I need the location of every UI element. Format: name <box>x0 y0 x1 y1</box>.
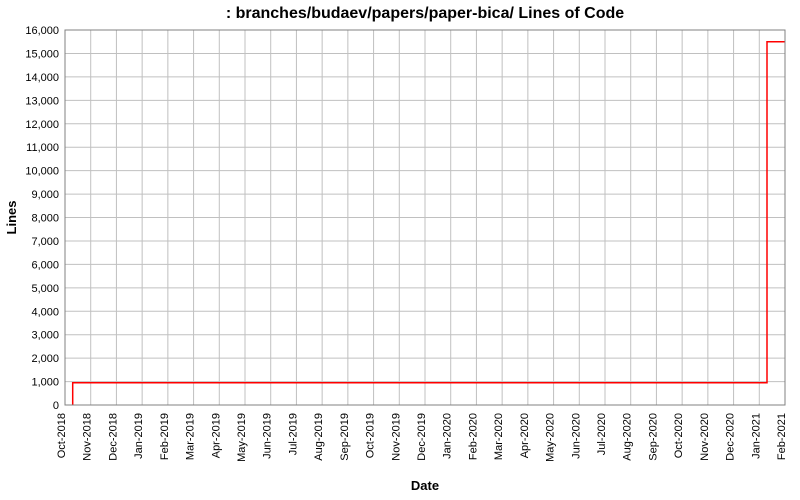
x-tick-label: Jul-2019 <box>287 413 299 455</box>
y-tick-label: 0 <box>53 400 59 412</box>
x-tick-label: Dec-2020 <box>725 413 737 461</box>
x-tick-label: May-2019 <box>236 413 248 462</box>
x-tick-label: Feb-2020 <box>467 413 479 460</box>
x-tick-label: Dec-2018 <box>107 413 119 461</box>
x-tick-label: Jul-2020 <box>596 413 608 455</box>
x-tick-label: Jun-2020 <box>570 413 582 459</box>
y-tick-label: 11,000 <box>26 142 59 154</box>
x-tick-label: Apr-2019 <box>210 413 222 458</box>
y-tick-label: 3,000 <box>31 330 59 342</box>
x-tick-label: Aug-2019 <box>313 413 325 461</box>
x-tick-label: Feb-2021 <box>776 413 788 460</box>
y-tick-label: 1,000 <box>31 377 59 389</box>
y-tick-label: 2,000 <box>31 353 59 365</box>
x-tick-label: Oct-2019 <box>365 413 377 458</box>
y-tick-label: 15,000 <box>25 48 59 60</box>
y-tick-label: 9,000 <box>31 189 59 201</box>
x-tick-label: Mar-2020 <box>493 413 505 460</box>
x-tick-label: Oct-2020 <box>673 413 685 458</box>
chart-title: : branches/budaev/papers/paper-bica/ Lin… <box>226 5 624 22</box>
x-tick-label: Aug-2020 <box>622 413 634 461</box>
x-tick-label: Nov-2020 <box>699 413 711 461</box>
x-tick-label: Apr-2020 <box>519 413 531 458</box>
y-tick-label: 12,000 <box>25 119 59 131</box>
x-tick-label: Feb-2019 <box>159 413 171 460</box>
y-tick-label: 14,000 <box>25 72 59 84</box>
x-tick-label: Dec-2019 <box>416 413 428 461</box>
x-tick-label: Mar-2019 <box>185 413 197 460</box>
y-tick-label: 6,000 <box>31 259 59 271</box>
y-tick-label: 5,000 <box>31 283 59 295</box>
y-tick-label: 16,000 <box>25 25 59 37</box>
x-tick-label: Sep-2019 <box>339 413 351 461</box>
chart-container: : branches/budaev/papers/paper-bica/ Lin… <box>0 0 800 500</box>
x-tick-label: Nov-2018 <box>82 413 94 461</box>
x-tick-label: Jan-2020 <box>442 413 454 459</box>
y-axis-label: Lines <box>4 201 19 235</box>
x-tick-label: Jan-2019 <box>133 413 145 459</box>
x-tick-label: May-2020 <box>545 413 557 462</box>
y-tick-label: 4,000 <box>31 306 59 318</box>
x-tick-label: Oct-2018 <box>56 413 68 458</box>
x-tick-label: Jan-2021 <box>750 413 762 459</box>
y-tick-label: 7,000 <box>31 236 59 248</box>
x-tick-label: Jun-2019 <box>262 413 274 459</box>
y-tick-label: 10,000 <box>25 166 59 178</box>
y-tick-label: 8,000 <box>31 213 59 225</box>
x-axis-label: Date <box>411 478 439 493</box>
x-tick-label: Nov-2019 <box>390 413 402 461</box>
line-chart: : branches/budaev/papers/paper-bica/ Lin… <box>0 0 800 500</box>
x-tick-label: Sep-2020 <box>647 413 659 461</box>
y-tick-label: 13,000 <box>25 95 59 107</box>
